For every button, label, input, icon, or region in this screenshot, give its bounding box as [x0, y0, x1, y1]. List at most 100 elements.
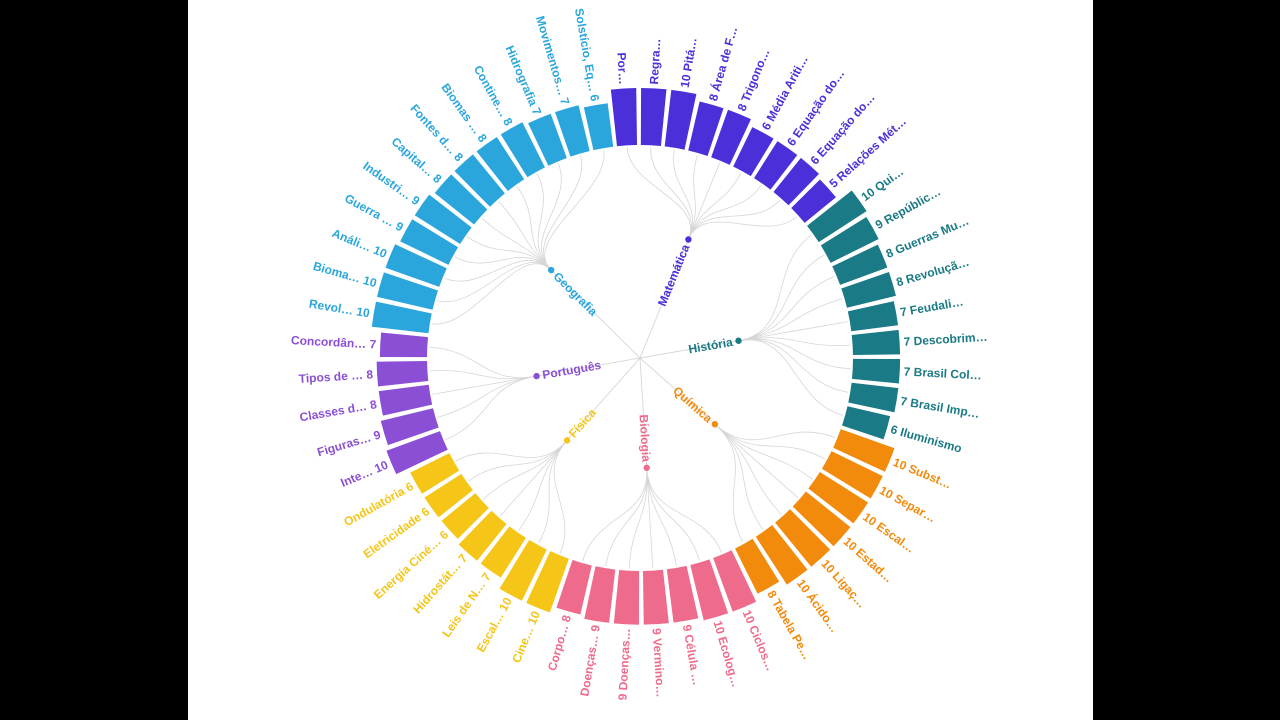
bar-label-matematica-4: 8 Área de F…	[705, 25, 740, 103]
bar-label-portugues-4: Tipos de … 8	[298, 367, 374, 386]
root-link	[639, 340, 739, 359]
bar-geografia-6	[434, 174, 488, 225]
root-link	[550, 269, 641, 359]
group-label-matematica: Matemática	[655, 242, 693, 308]
dendrogram-link	[544, 150, 605, 271]
bar-label-matematica-2: Regra…	[647, 38, 663, 85]
bar-label-portugues-2: Figuras… 9	[316, 427, 383, 459]
bar-geografia-7	[454, 154, 505, 207]
group-hubs: Matemática História Química Biologia Física P…	[533, 236, 742, 471]
bar-matematica-1	[610, 88, 638, 147]
bar-quimica-5	[775, 509, 831, 567]
bar-biologia-3	[666, 565, 699, 623]
dendrogram-link	[714, 423, 764, 530]
bar-matematica-7	[754, 141, 798, 190]
dendrogram-links	[429, 147, 851, 569]
dendrogram-link	[688, 172, 742, 240]
bar-geografia-4	[400, 219, 459, 265]
bar-label-geografia-12: Solstício, Eq… 6	[572, 7, 602, 102]
dendrogram-link	[738, 275, 835, 342]
dendrogram-link	[738, 234, 812, 342]
dendrogram-link	[455, 440, 568, 462]
bar-geografia-1	[371, 301, 432, 334]
bars	[371, 88, 901, 625]
bar-fisica-5	[441, 493, 489, 539]
dendrogram-link	[738, 298, 843, 342]
dendrogram-link	[444, 260, 552, 282]
hub-dot-biologia	[643, 464, 650, 471]
dendrogram-link	[605, 467, 648, 567]
bar-label-geografia-2: Bioma… 10	[312, 259, 379, 290]
bar-label-matematica-3: 10 Pitá…	[678, 36, 700, 88]
root-link	[639, 357, 648, 468]
bar-label-geografia-4: Guerra … 9	[342, 191, 406, 234]
dendrogram-link	[688, 199, 781, 240]
dendrogram-link	[499, 440, 568, 517]
group-label-portugues: Português	[541, 358, 602, 382]
bar-matematica-8	[773, 157, 820, 206]
bar-geografia-5	[414, 194, 472, 244]
dendrogram-link	[650, 147, 692, 240]
root-link	[639, 357, 716, 425]
bar-label-biologia-4: 9 Vermino…	[650, 628, 668, 698]
bar-geografia-8	[476, 136, 525, 191]
bar-quimica-4	[792, 491, 851, 547]
dendrogram-link	[646, 467, 723, 553]
bar-quimica-2	[821, 451, 883, 499]
dendrogram-link	[714, 423, 826, 460]
dendrogram-link	[738, 337, 851, 346]
group-label-fisica: Física	[566, 406, 599, 441]
dendrogram-link	[536, 173, 552, 271]
bar-biologia-4	[642, 569, 669, 625]
hub-dot-historia	[735, 337, 742, 344]
bar-historia-4	[841, 271, 896, 308]
group-label-historia: História	[687, 335, 734, 357]
bar-label-portugues-5: Concordân… 7	[291, 333, 377, 351]
dendrogram-link	[481, 217, 552, 271]
dendrogram-link	[688, 216, 797, 240]
bar-label-quimica-6: 10 Ácido…	[794, 576, 842, 635]
bar-label-matematica-1: Por…	[614, 52, 630, 85]
dendrogram-link	[454, 256, 552, 271]
group-label-biologia: Biologia	[636, 414, 653, 462]
bar-label-historia-8: 7 Brasil Imp…	[899, 394, 980, 421]
bar-label-geografia-10: Hidrografia 7	[503, 44, 545, 118]
dendrogram-link	[429, 346, 537, 378]
bar-label-portugues-1: Inte… 10	[339, 458, 391, 490]
dendrogram-link	[738, 254, 825, 342]
bar-label-historia-4: 8 Revoluçã…	[895, 255, 971, 290]
dendrogram-link	[582, 467, 648, 562]
dendrogram-link	[646, 467, 700, 561]
hub-dot-fisica	[563, 437, 571, 444]
bar-fisica-6	[424, 473, 473, 518]
dendrogram-link	[498, 201, 552, 271]
dendrogram-link	[738, 339, 849, 393]
bar-geografia-3	[385, 244, 447, 287]
bar-historia-2	[820, 217, 879, 263]
bar-historia-5	[847, 301, 899, 332]
dendrogram-link	[646, 467, 654, 569]
bar-geografia-9	[500, 122, 545, 178]
dendrogram-link	[543, 155, 583, 271]
bar-matematica-6	[733, 127, 774, 177]
group-label-geografia: Geografia	[551, 269, 601, 319]
bar-label-biologia-1: 10 Ciclos…	[740, 608, 778, 673]
dendrogram-link	[468, 440, 568, 482]
bar-matematica-9	[791, 179, 836, 223]
bar-geografia-11	[555, 105, 590, 157]
bar-geografia-2	[377, 272, 438, 310]
bar-label-quimica-5: 10 Ligaç…	[818, 557, 869, 611]
bar-label-biologia-6: Doenças… 9	[577, 624, 603, 698]
hub-dot-matematica	[685, 236, 692, 243]
bar-matematica-2	[640, 88, 667, 147]
dendrogram-link	[467, 236, 552, 271]
bar-label-quimica-1: 10 Subst…	[891, 455, 954, 491]
bar-label-historia-5: 7 Feudali…	[899, 295, 964, 320]
bar-historia-7	[851, 358, 901, 384]
root-link	[639, 239, 689, 359]
dendrogram-link	[688, 162, 721, 240]
bar-portugues-3	[378, 384, 433, 416]
dendrogram-link	[432, 375, 537, 395]
dendrogram-link	[437, 375, 537, 418]
bar-fisica-4	[458, 510, 507, 561]
